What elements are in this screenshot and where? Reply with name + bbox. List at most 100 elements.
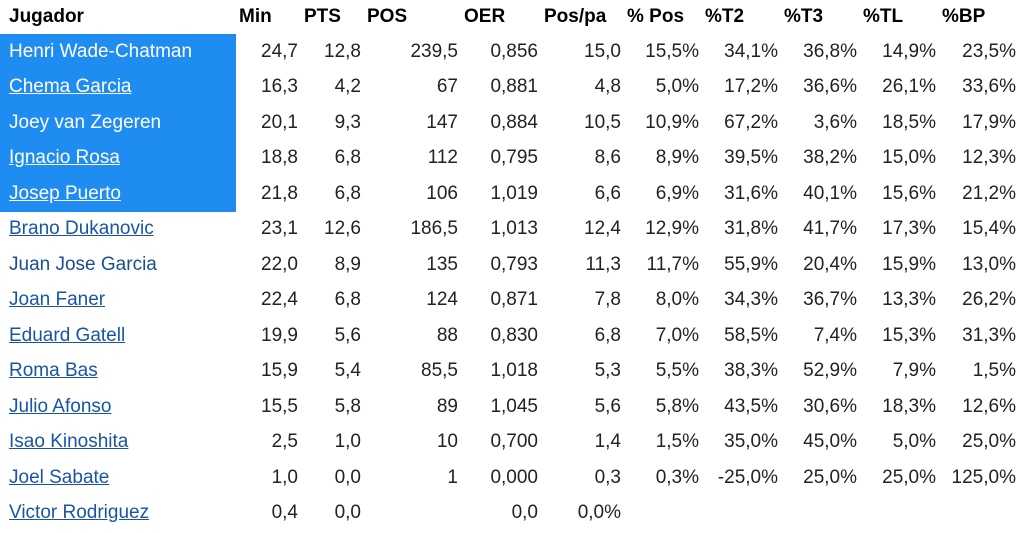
cell-pct-pos: 1,5% (655, 431, 699, 453)
cell-pct-bp: 13,0% (962, 253, 1016, 275)
player-name-cell[interactable]: Eduard Gatell (0, 318, 236, 354)
player-name-cell[interactable]: Chema Garcia (0, 69, 236, 105)
cell-pct-tl: 25,0% (882, 466, 936, 488)
cell-pct-t3: 41,7% (803, 218, 857, 240)
cell-pct-pos: 11,7% (646, 253, 699, 275)
col-header-pos: POS (367, 6, 408, 27)
table-row: Chema Garcia 16,3 4,2 67 0,881 4,8 5,0% 17,2% 36… (0, 69, 1024, 105)
cell-pct-tl: 17,3% (882, 218, 936, 240)
col-header-jugador: Jugador (9, 6, 84, 27)
cell-pct-bp: 1,5% (972, 360, 1016, 382)
cell-pos-pa: 6,8 (594, 324, 621, 346)
cell-pct-t2: 31,6% (724, 182, 778, 204)
cell-pos: 135 (426, 253, 458, 275)
cell-pct-bp: 33,6% (962, 76, 1016, 98)
cell-pos: 89 (436, 395, 458, 417)
cell-pct-tl: 13,3% (882, 289, 936, 311)
cell-pos: 239,5 (410, 40, 458, 62)
cell-pct-t2: -25,0% (717, 466, 778, 488)
cell-oer: 0,0 (511, 502, 538, 524)
cell-pct-t3: 7,4% (813, 324, 857, 346)
player-name-cell[interactable]: Josep Puerto (0, 176, 236, 212)
cell-min: 1,0 (271, 466, 298, 488)
cell-pct-pos: 5,5% (655, 360, 699, 382)
cell-oer: 0,881 (490, 76, 538, 98)
cell-pct-tl: 26,1% (882, 76, 936, 98)
player-link[interactable]: Joel Sabate (9, 466, 110, 488)
table-row: Joey van Zegeren 20,1 9,3 147 0,884 10,5 10,9%… (0, 105, 1024, 141)
table-row: Joel Sabate 1,0 0,0 1 0,000 0,3 0,3% -25,0% 25,0… (0, 460, 1024, 496)
cell-pct-t2: 38,3% (724, 360, 778, 382)
player-name-cell[interactable]: Joel Sabate (0, 460, 236, 496)
cell-pts: 12,6 (324, 218, 361, 240)
col-header-pct-bp: %BP (942, 6, 986, 27)
cell-pts: 6,8 (334, 147, 361, 169)
cell-pct-bp: 26,2% (962, 289, 1016, 311)
cell-pct-t3: 36,6% (803, 76, 857, 98)
cell-pct-pos: 8,9% (655, 147, 699, 169)
cell-pts: 8,9 (334, 253, 361, 275)
cell-pct-t3: 20,4% (803, 253, 857, 275)
player-name-cell[interactable]: Roma Bas (0, 354, 236, 390)
player-link[interactable]: Victor Rodriguez (9, 502, 150, 524)
player-name-cell[interactable]: Julio Afonso (0, 389, 236, 425)
cell-pct-tl: 15,3% (882, 324, 936, 346)
cell-pct-t3: 36,7% (803, 289, 857, 311)
cell-pct-t3: 25,0% (803, 466, 857, 488)
player-link[interactable]: Joan Faner (9, 289, 106, 311)
player-name-cell[interactable]: Ignacio Rosa (0, 140, 236, 176)
cell-pts: 0,0 (334, 502, 361, 524)
cell-pct-bp: 125,0% (951, 466, 1016, 488)
player-link[interactable]: Josep Puerto (9, 182, 121, 204)
cell-pct-pos: 7,0% (655, 324, 699, 346)
cell-pct-tl: 5,0% (892, 431, 936, 453)
cell-pct-pos: 6,9% (655, 182, 699, 204)
cell-min: 15,9 (261, 360, 298, 382)
table-row: Ignacio Rosa 18,8 6,8 112 0,795 8,6 8,9% 39,5% 3… (0, 140, 1024, 176)
cell-min: 22,4 (261, 289, 298, 311)
table-row: Joan Faner 22,4 6,8 124 0,871 7,8 8,0% 34,3% 36,… (0, 283, 1024, 319)
cell-pos: 1 (447, 466, 458, 488)
cell-min: 19,9 (261, 324, 298, 346)
player-name-cell[interactable]: Joan Faner (0, 283, 236, 319)
player-name-cell[interactable]: Victor Rodriguez (0, 496, 236, 532)
player-link[interactable]: Eduard Gatell (9, 324, 126, 346)
player-link[interactable]: Chema Garcia (9, 76, 132, 98)
col-header-oer: OER (464, 6, 506, 27)
cell-pos-pa: 1,4 (594, 431, 621, 453)
cell-oer: 0,856 (490, 40, 538, 62)
cell-pct-tl: 14,9% (882, 40, 936, 62)
cell-min: 16,3 (261, 76, 298, 98)
cell-pct-pos: 5,8% (655, 395, 699, 417)
player-link[interactable]: Julio Afonso (9, 395, 112, 417)
table-row: Josep Puerto 21,8 6,8 106 1,019 6,6 6,9% 31,6% 4… (0, 176, 1024, 212)
cell-pct-t2: 43,5% (724, 395, 778, 417)
cell-pos-pa: 10,5 (584, 111, 621, 133)
cell-oer: 0,700 (490, 431, 538, 453)
player-name-cell[interactable]: Isao Kinoshita (0, 425, 236, 461)
cell-pts: 5,4 (334, 360, 361, 382)
player-link[interactable]: Ignacio Rosa (9, 147, 120, 169)
player-name-cell: Henri Wade-Chatman (0, 34, 236, 70)
cell-pct-t2: 55,9% (724, 253, 778, 275)
cell-min: 15,5 (261, 395, 298, 417)
cell-pct-t2: 35,0% (724, 431, 778, 453)
cell-pct-t3: 36,8% (803, 40, 857, 62)
player-link[interactable]: Brano Dukanovic (9, 218, 154, 240)
col-header-pct-pos: % Pos (627, 6, 685, 27)
cell-oer: 1,019 (490, 182, 538, 204)
player-link[interactable]: Roma Bas (9, 360, 98, 382)
cell-pos: 147 (426, 111, 458, 133)
cell-pct-t3: 45,0% (803, 431, 857, 453)
cell-pct-bp: 17,9% (962, 111, 1016, 133)
cell-min: 24,7 (261, 40, 298, 62)
col-header-pct-t2: %T2 (705, 6, 745, 27)
cell-min: 22,0 (261, 253, 298, 275)
player-link[interactable]: Isao Kinoshita (9, 431, 129, 453)
cell-pos-pa: 11,3 (585, 253, 621, 275)
player-name-cell[interactable]: Brano Dukanovic (0, 212, 236, 248)
cell-pts: 0,0 (334, 466, 361, 488)
table-row: Brano Dukanovic 23,1 12,6 186,5 1,013 12,4 12,… (0, 212, 1024, 248)
cell-pct-t2: 17,2% (724, 76, 778, 98)
